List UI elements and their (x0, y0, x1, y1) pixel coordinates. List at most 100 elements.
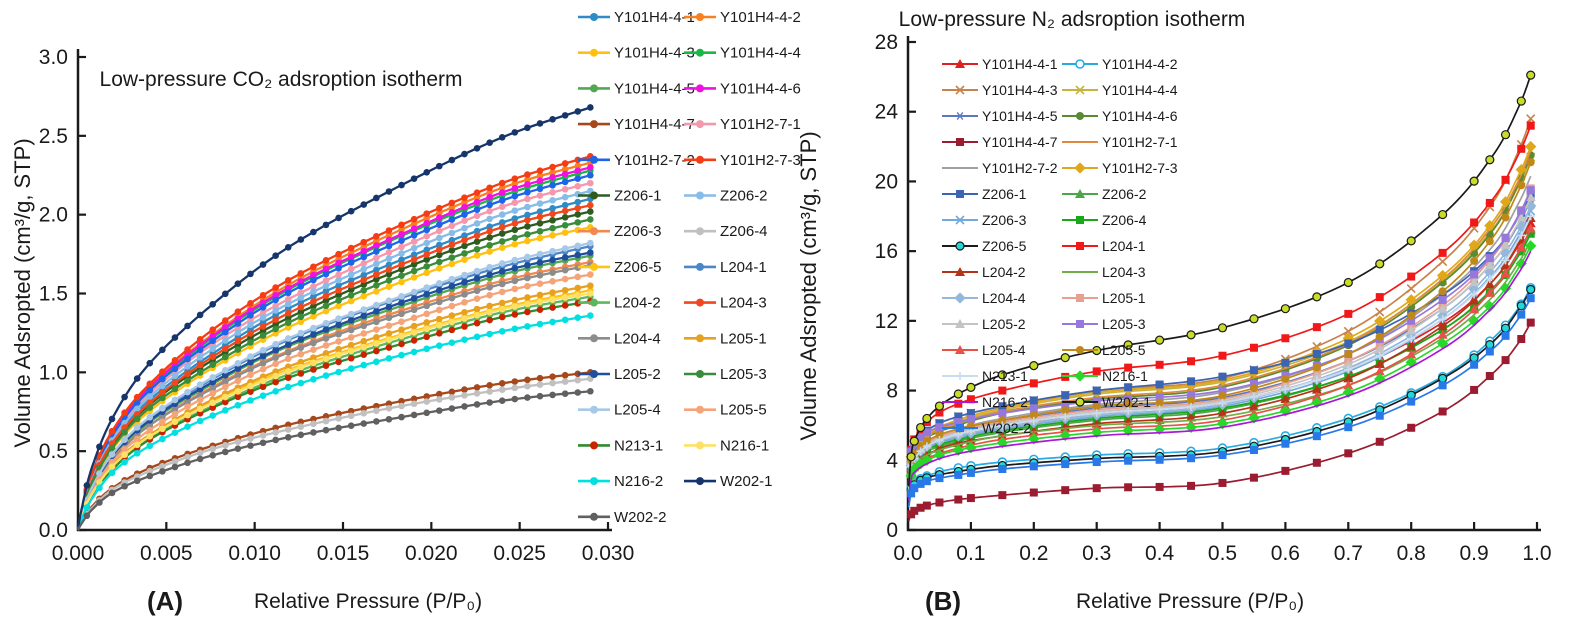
data-point-marker (322, 221, 330, 229)
data-point-marker (953, 389, 963, 399)
data-point-marker (486, 215, 493, 223)
data-point-marker (133, 450, 141, 457)
data-point-marker (1061, 391, 1070, 400)
legend-item-a-Z206-1: Z206-1 (578, 188, 662, 205)
data-point-marker (1407, 316, 1416, 325)
data-point-marker (347, 407, 355, 415)
data-point-marker (1249, 366, 1258, 375)
legend-item-b-W202-2: W202-2 (942, 420, 1031, 436)
data-point-marker (498, 260, 506, 267)
data-point-marker (259, 352, 267, 360)
data-point-marker (297, 278, 305, 285)
data-point-marker (310, 263, 317, 271)
data-point-marker (398, 318, 405, 326)
data-point-marker (955, 59, 965, 68)
data-point-marker (1280, 393, 1291, 403)
data-point-marker (297, 336, 305, 343)
data-point-marker (574, 284, 582, 292)
data-point-marker (590, 405, 598, 414)
data-point-marker (410, 348, 418, 356)
data-point-marker (209, 337, 217, 345)
data-point-marker (574, 162, 582, 170)
legend-label: Z206-2 (1102, 186, 1147, 202)
data-point-marker (549, 224, 556, 232)
data-point-marker (259, 360, 267, 367)
data-point-marker (272, 284, 279, 291)
data-point-marker (536, 177, 544, 185)
data-point-marker (171, 429, 179, 436)
data-point-marker (498, 189, 506, 196)
data-point-marker (373, 266, 380, 274)
data-point-marker (1124, 400, 1133, 409)
data-point-marker (360, 409, 368, 417)
data-point-marker (297, 294, 305, 301)
data-point-marker (373, 308, 380, 315)
data-point-marker (511, 264, 519, 272)
data-point-marker (335, 297, 342, 304)
data-point-marker (574, 198, 582, 206)
y-tick-label: 3.0 (39, 46, 68, 69)
data-point-marker (549, 232, 556, 239)
data-point-marker (385, 355, 393, 362)
data-point-marker (259, 432, 267, 439)
data-point-marker (954, 292, 966, 304)
data-point-marker (473, 390, 481, 397)
data-point-marker (536, 234, 544, 242)
data-point-marker (234, 401, 242, 409)
data-point-marker (310, 324, 317, 332)
data-point-marker (221, 441, 229, 449)
data-point-marker (587, 104, 594, 111)
data-point-marker (524, 261, 531, 269)
data-point-marker (310, 298, 317, 305)
data-point-marker (360, 351, 368, 358)
data-point-marker (1075, 397, 1085, 407)
data-point-marker (360, 337, 368, 345)
data-point-marker (234, 315, 242, 323)
data-point-marker (1469, 176, 1479, 186)
data-point-marker (524, 376, 531, 384)
data-point-marker (536, 192, 544, 199)
data-point-marker (310, 346, 317, 354)
data-point-marker (956, 138, 964, 146)
data-point-marker (247, 270, 254, 278)
data-point-marker (956, 372, 964, 380)
data-point-marker (272, 354, 279, 362)
data-point-marker (448, 302, 456, 310)
data-point-marker (398, 243, 405, 251)
data-point-marker (398, 340, 405, 348)
data-point-marker (234, 360, 242, 367)
data-point-marker (536, 167, 544, 175)
y-tick-label: 0.5 (39, 440, 68, 463)
data-point-marker (1029, 404, 1038, 413)
data-point-marker (461, 392, 468, 399)
data-point-marker (511, 378, 519, 385)
data-point-marker (587, 282, 594, 289)
data-point-marker (1438, 248, 1447, 257)
data-point-marker (322, 257, 330, 264)
legend-label: Y101H2-7-2 (614, 152, 695, 169)
data-point-marker (1312, 292, 1322, 302)
data-point-marker (335, 302, 342, 310)
data-point-marker (574, 156, 582, 164)
data-point-marker (221, 393, 229, 401)
data-point-marker (423, 263, 430, 270)
data-point-marker (423, 393, 430, 400)
data-point-marker (524, 300, 531, 308)
data-point-marker (549, 318, 556, 326)
data-point-marker (373, 418, 380, 425)
data-point-marker (373, 271, 380, 278)
legend-item-b-Y101H4-4-4: Y101H4-4-4 (1062, 82, 1178, 98)
data-point-marker (956, 111, 964, 121)
data-point-marker (1500, 130, 1511, 140)
data-point-marker (184, 322, 191, 330)
data-point-marker (159, 346, 166, 354)
data-point-marker (435, 322, 443, 329)
data-point-marker (1515, 163, 1527, 176)
data-point-marker (498, 268, 506, 275)
data-point-marker (310, 276, 317, 284)
data-point-marker (247, 311, 254, 319)
data-point-marker (347, 422, 355, 430)
data-point-marker (96, 484, 103, 492)
data-point-marker (696, 84, 704, 93)
data-point-marker (1343, 380, 1354, 390)
